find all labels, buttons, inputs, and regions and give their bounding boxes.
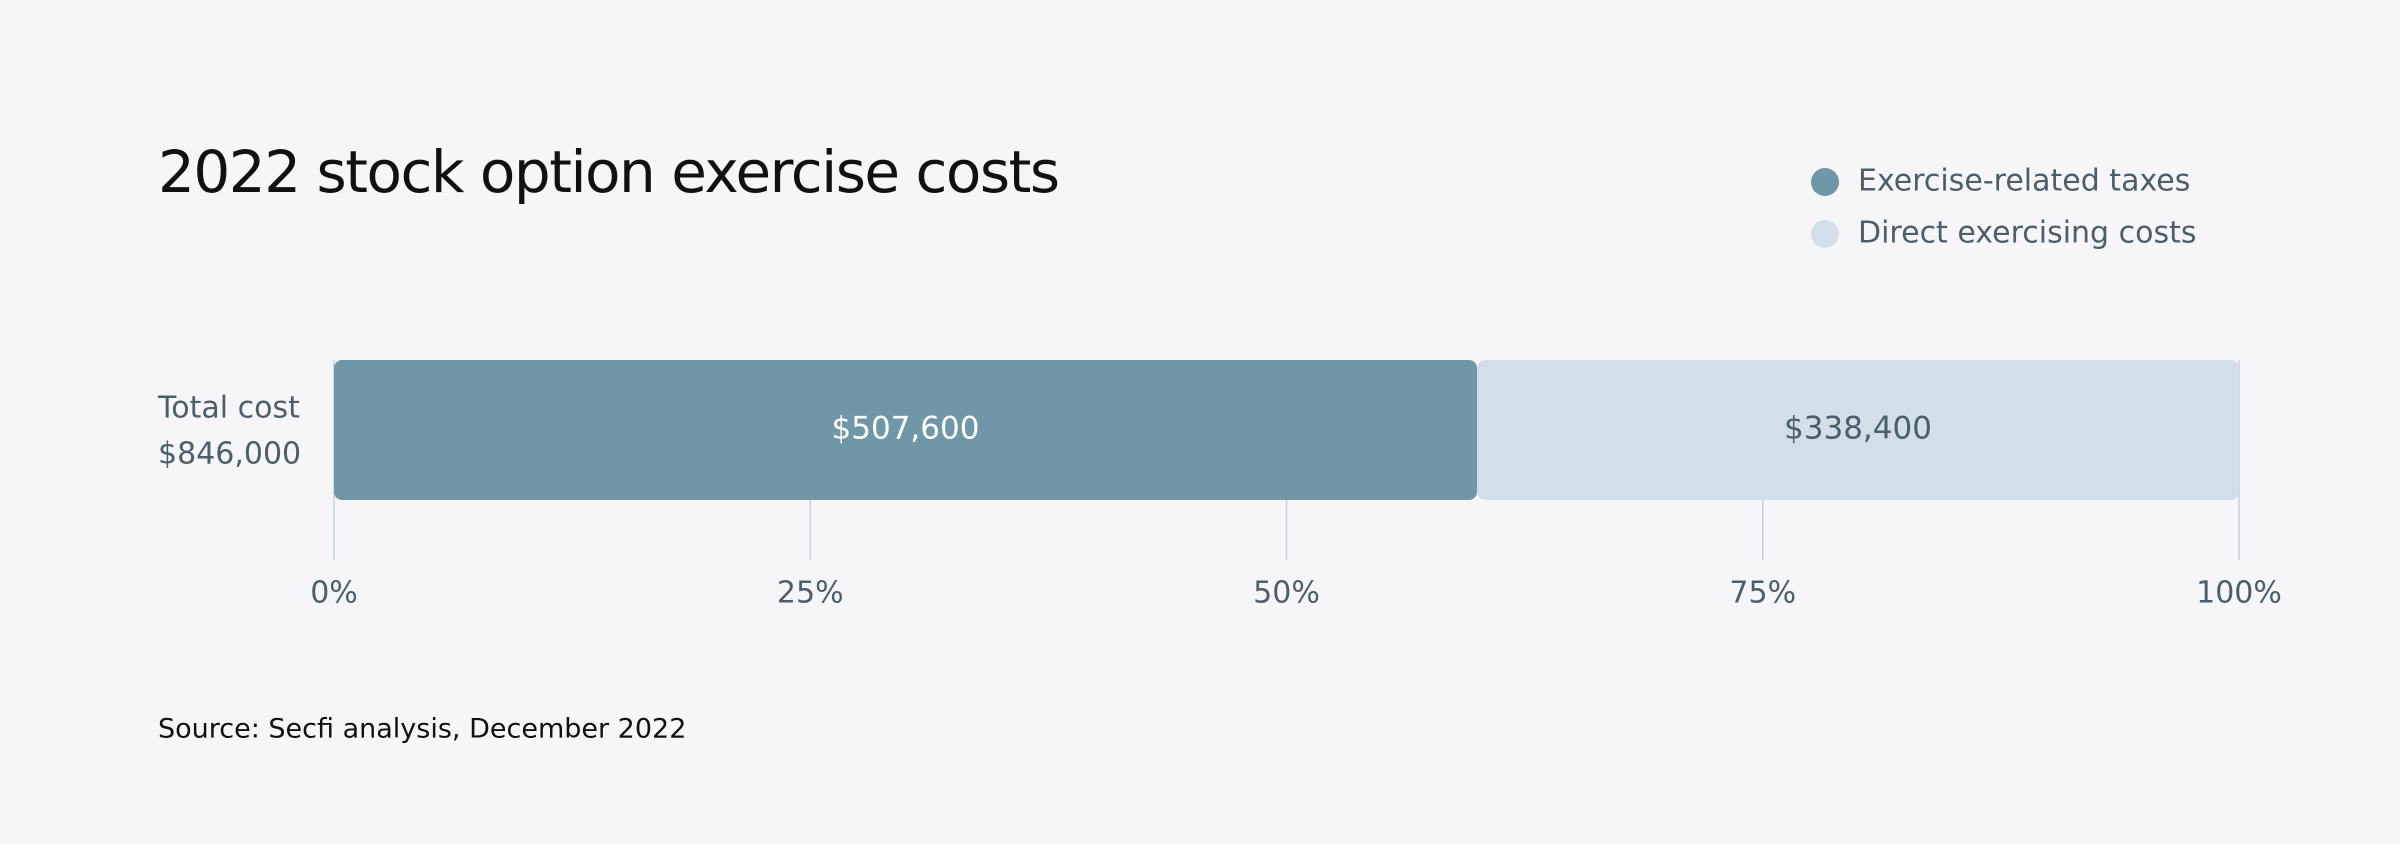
x-tick-label: 100%	[2196, 576, 2282, 611]
x-tick-label: 50%	[1253, 576, 1320, 611]
legend-swatch	[1811, 220, 1839, 248]
value-label: $338,400	[1784, 411, 1932, 447]
x-tick-label: 75%	[1729, 576, 1796, 611]
chart-title: 2022 stock option exercise costs	[158, 138, 1059, 206]
bar-segment	[334, 360, 1477, 500]
value-label: $507,600	[832, 411, 980, 447]
legend-label: Exercise-related taxes	[1858, 164, 2190, 199]
bar-segment	[1477, 360, 2239, 500]
category-sublabel: $846,000	[158, 437, 301, 472]
x-tick-label: 0%	[310, 576, 358, 611]
legend-label: Direct exercising costs	[1858, 216, 2197, 251]
category-label: Total cost	[157, 391, 300, 426]
x-tick-label: 25%	[777, 576, 844, 611]
legend-swatch	[1811, 168, 1839, 196]
source-note: Source: Secfi analysis, December 2022	[158, 714, 686, 745]
